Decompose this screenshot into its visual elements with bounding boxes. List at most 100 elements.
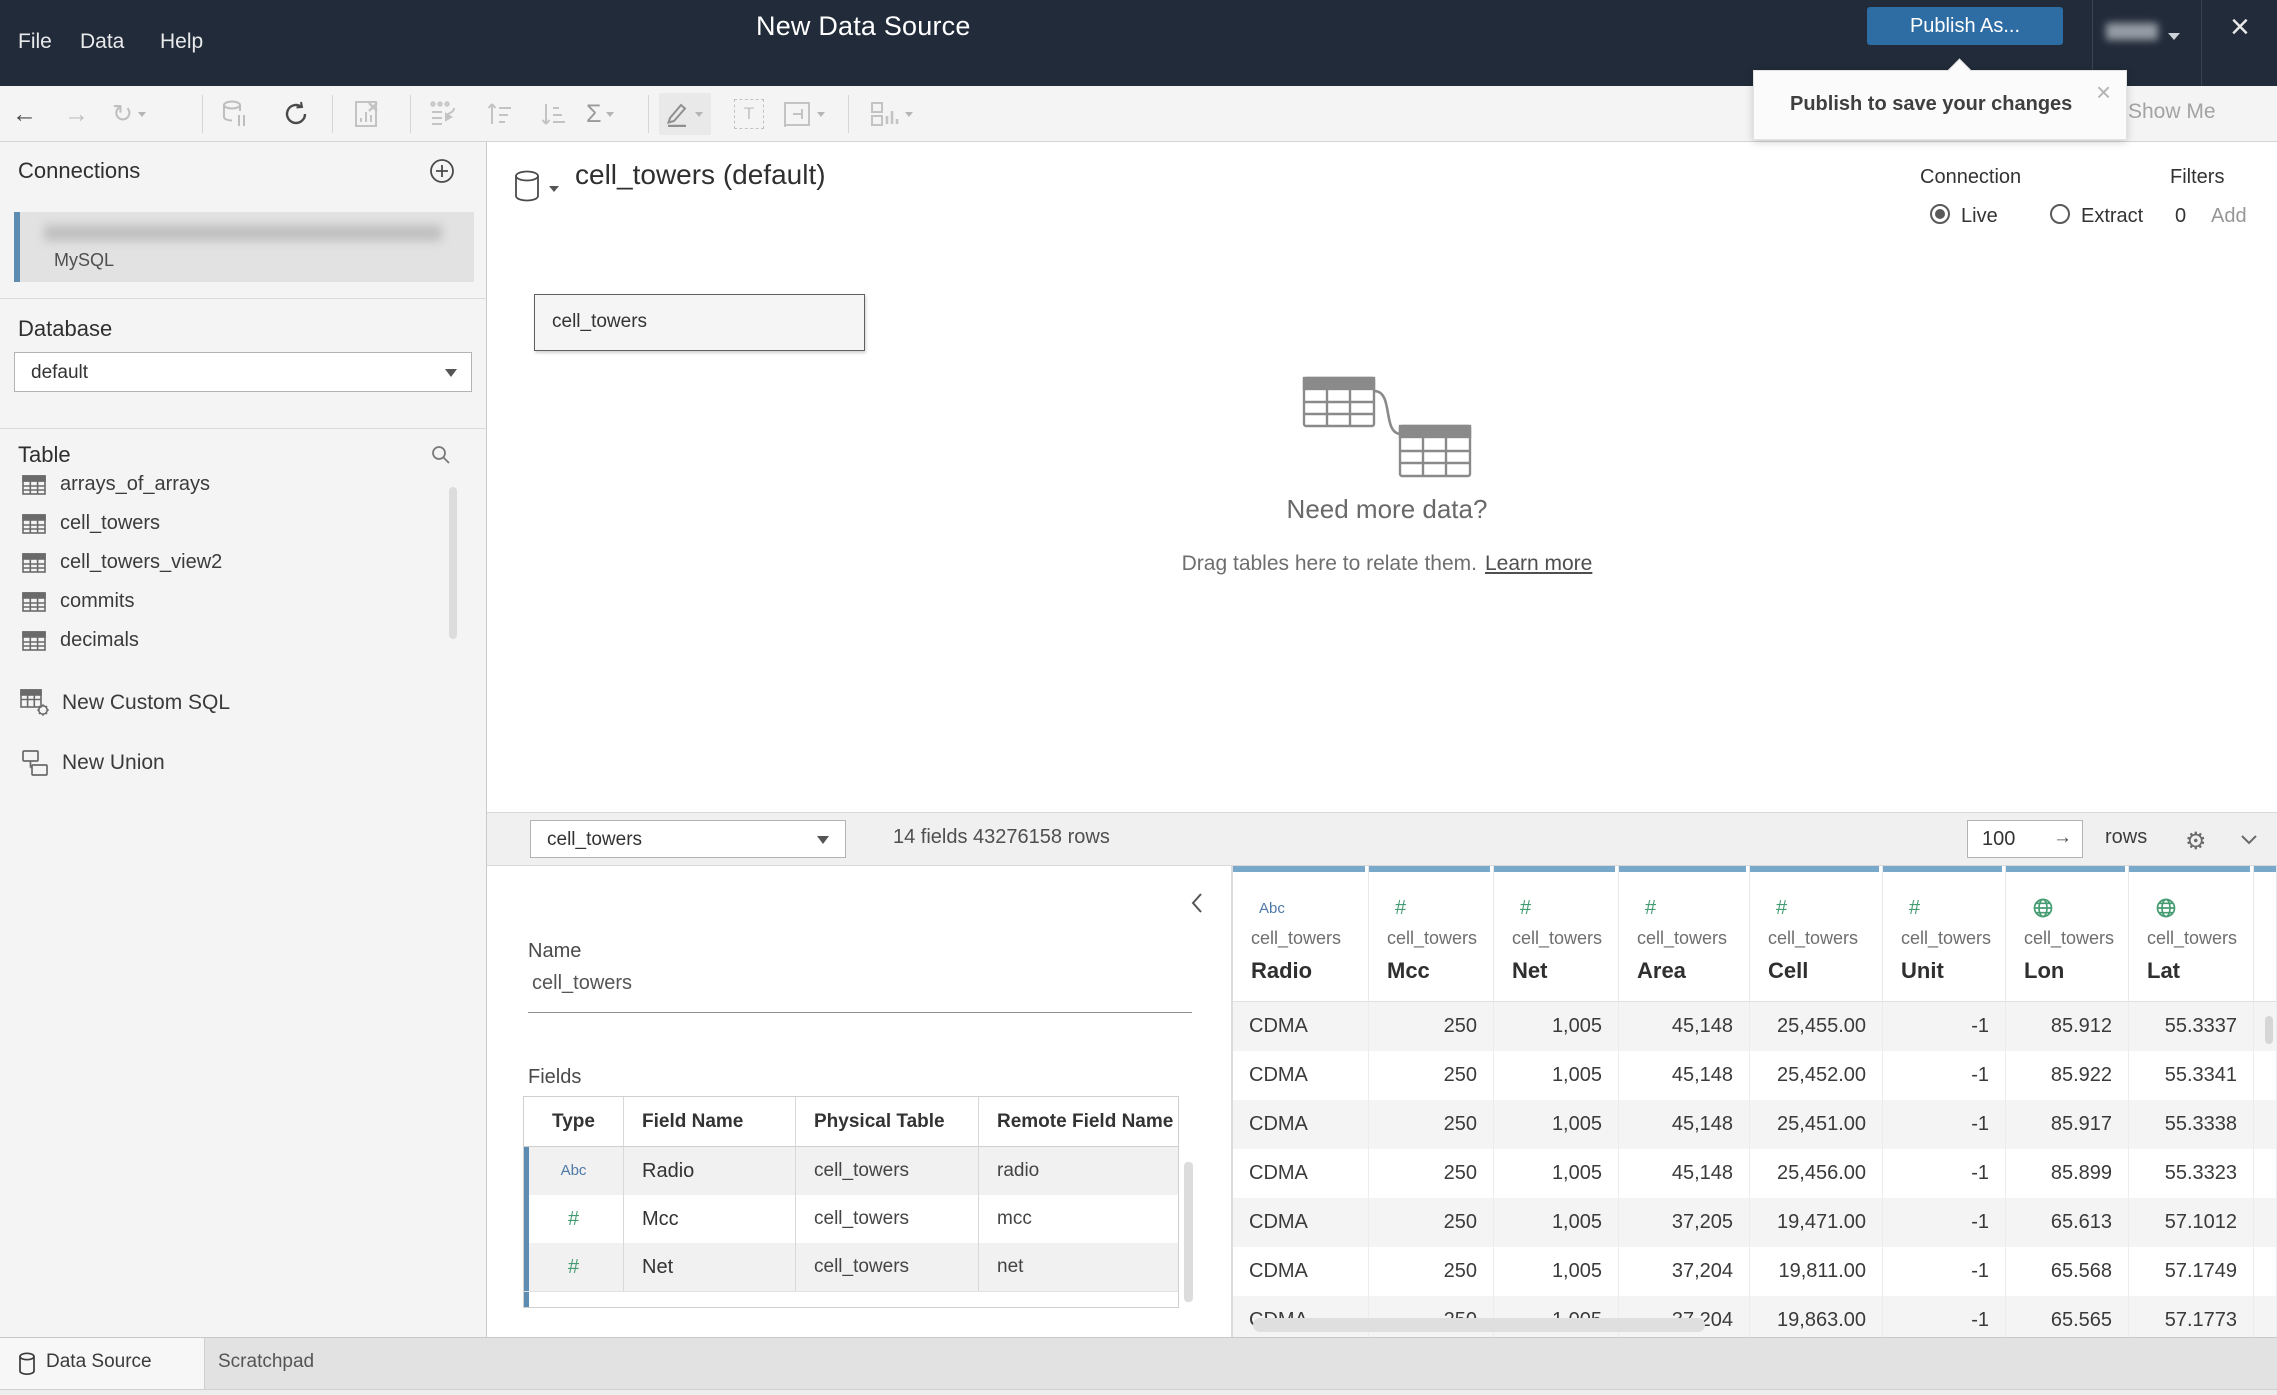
fit-cell-size-icon[interactable] (782, 86, 825, 142)
grid-column-radio[interactable]: Abc cell_towers Radio (1233, 866, 1369, 1002)
string-type-icon: Abc (1259, 899, 1285, 917)
row-count-input[interactable]: 100 → (1967, 820, 2083, 858)
name-input[interactable]: cell_towers (532, 972, 633, 994)
menu-data[interactable]: Data (80, 30, 125, 53)
clear-sheet-icon[interactable] (352, 86, 380, 142)
need-more-data-subtitle: Drag tables here to relate them. Learn mo… (1037, 552, 1737, 576)
cell-unit: -1 (1883, 1051, 2006, 1100)
field-row-mcc[interactable]: # Mcc cell_towers mcc (524, 1195, 1178, 1243)
cell-unit: -1 (1883, 1296, 2006, 1337)
cell-lon: 85.922 (2006, 1051, 2129, 1100)
column-accent (1619, 866, 1746, 872)
new-custom-sql-button[interactable]: New Custom SQL (0, 684, 400, 724)
show-chart-icon[interactable] (870, 86, 913, 142)
data-preview-toolbar: cell_towers 14 fields 43276158 rows 100 … (487, 812, 2277, 866)
user-menu-caret-icon[interactable] (2168, 33, 2180, 40)
apply-row-count-icon[interactable]: → (2053, 827, 2072, 848)
window-close-icon[interactable]: × (2230, 8, 2250, 46)
grid-column-area[interactable]: # cell_towers Area (1619, 866, 1750, 1002)
filters-label: Filters (2170, 166, 2225, 188)
toolbar-divider (648, 95, 649, 133)
swap-axes-icon[interactable] (428, 86, 458, 142)
grid-row: CDMA 250 1,005 37,205 19,471.00 -1 65.61… (1233, 1198, 2277, 1247)
connection-item[interactable]: MySQL (14, 212, 474, 282)
pause-updates-icon[interactable] (222, 86, 248, 142)
menu-help[interactable]: Help (160, 30, 204, 53)
cell-cell: 25,455.00 (1750, 1002, 1883, 1051)
collapse-panel-icon[interactable] (1190, 892, 1204, 914)
add-connection-icon[interactable] (428, 157, 456, 185)
cell-cell: 25,456.00 (1750, 1149, 1883, 1198)
grid-column-cell[interactable]: # cell_towers Cell (1750, 866, 1883, 1002)
grid-column-lat[interactable]: cell_towers Lat (2129, 866, 2254, 1002)
search-icon[interactable] (430, 444, 452, 466)
preview-table-select[interactable]: cell_towers (530, 820, 846, 858)
sort-descending-icon[interactable] (540, 86, 568, 142)
toolbar-divider (202, 95, 203, 133)
column-table-name: cell_towers (2024, 928, 2115, 948)
table-card-cell-towers[interactable]: cell_towers (534, 294, 865, 351)
extract-radio[interactable] (2050, 204, 2070, 224)
datasource-icon[interactable] (513, 170, 541, 204)
live-radio-label[interactable]: Live (1961, 205, 1998, 227)
grid-column-mcc[interactable]: # cell_towers Mcc (1369, 866, 1494, 1002)
filters-count: 0 (2175, 205, 2187, 227)
datasource-caret-icon[interactable] (549, 186, 559, 192)
title-bar: File Data Help New Data Source Publish A… (0, 0, 2277, 86)
physical-table: cell_towers (796, 1195, 979, 1243)
grid-row: CDMA 250 1,005 37,204 19,811.00 -1 65.56… (1233, 1247, 2277, 1296)
datasource-title[interactable]: cell_towers (default) (575, 159, 826, 190)
sidebar-scrollbar[interactable] (449, 487, 457, 639)
column-table-name: cell_towers (1768, 928, 1859, 948)
undo-icon[interactable]: ← (12, 99, 37, 128)
column-field-name: Lat (2147, 958, 2180, 983)
filters-add-link[interactable]: Add (2211, 205, 2247, 227)
cell-radio: CDMA (1233, 1247, 1369, 1296)
cell-mcc: 250 (1369, 1198, 1494, 1247)
string-type-icon: Abc (524, 1147, 624, 1195)
show-me-button[interactable]: Show Me (2128, 100, 2216, 123)
table-details-panel: Name cell_towers Fields Type Field Name … (487, 866, 1233, 1337)
redo-icon[interactable]: → (64, 99, 89, 128)
live-radio[interactable] (1930, 204, 1950, 224)
tab-scratchpad[interactable]: Scratchpad (205, 1338, 535, 1390)
text-box-icon[interactable]: T (734, 86, 764, 142)
new-union-button[interactable]: New Union (0, 744, 400, 784)
sidebar-item-commits[interactable]: commits (0, 583, 440, 622)
tooltip-close-icon[interactable]: × (2096, 77, 2112, 107)
topbar-divider (2201, 0, 2202, 86)
sidebar-item-decimals[interactable]: decimals (0, 622, 440, 661)
fields-table-scrollbar[interactable] (1184, 1162, 1193, 1302)
column-field-name: Area (1637, 958, 1686, 983)
grid-column-net[interactable]: # cell_towers Net (1494, 866, 1619, 1002)
grid-column-lon[interactable]: cell_towers Lon (2006, 866, 2129, 1002)
gear-icon[interactable]: ⚙ (2185, 828, 2207, 855)
tab-data-source[interactable]: Data Source (0, 1338, 205, 1390)
field-row-radio[interactable]: Abc Radio cell_towers radio (524, 1147, 1178, 1195)
sidebar-item-arrays-of-arrays[interactable]: arrays_of_arrays (0, 466, 440, 505)
field-row-net[interactable]: # Net cell_towers net (524, 1243, 1178, 1291)
column-accent (1883, 866, 2002, 872)
cell-lat: 57.1012 (2129, 1198, 2254, 1247)
database-select[interactable]: default (14, 352, 472, 392)
column-table-name: cell_towers (1901, 928, 1992, 948)
grid-column-unit[interactable]: # cell_towers Unit (1883, 866, 2006, 1002)
menu-file[interactable]: File (18, 30, 52, 53)
refresh-icon[interactable] (282, 86, 310, 142)
column-table-name: cell_towers (2147, 928, 2238, 948)
collapse-preview-icon[interactable] (2239, 833, 2259, 847)
totals-icon[interactable]: Σ (586, 86, 615, 142)
learn-more-link[interactable]: Learn more (1484, 552, 1593, 575)
fields-rows-summary: 14 fields 43276158 rows (893, 826, 1110, 848)
publish-as-button[interactable]: Publish As... (1867, 7, 2063, 45)
sidebar-item-cell-towers-view2[interactable]: cell_towers_view2 (0, 544, 440, 583)
cell-stub (2254, 1296, 2277, 1337)
sidebar-item-cell-towers[interactable]: cell_towers (0, 505, 440, 544)
grid-vertical-scrollbar[interactable] (2265, 1016, 2273, 1044)
column-accent (2006, 866, 2125, 872)
grid-horizontal-scrollbar[interactable] (1253, 1318, 1705, 1332)
replay-icon[interactable]: ↻ (112, 86, 146, 142)
extract-radio-label[interactable]: Extract (2081, 205, 2144, 227)
sort-ascending-icon[interactable] (486, 86, 514, 142)
highlight-pen-icon[interactable] (664, 86, 703, 142)
